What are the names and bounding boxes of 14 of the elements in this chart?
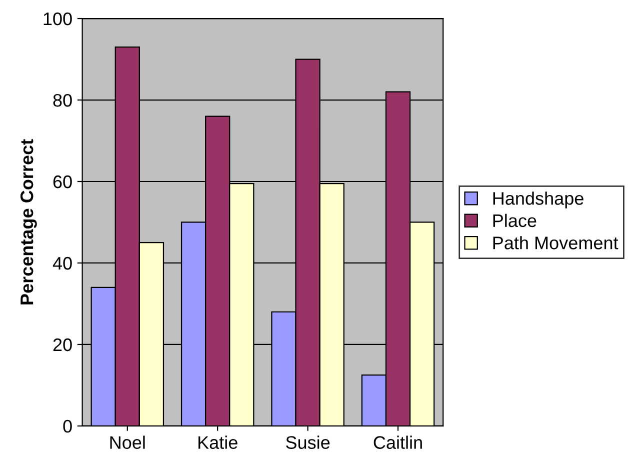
legend-label: Handshape — [493, 192, 584, 208]
x-tick-label: Noel — [110, 436, 145, 449]
x-tick-label: Caitlin — [374, 436, 422, 449]
y-tick-label: 60 — [53, 175, 72, 188]
y-tick-label: 40 — [52, 256, 72, 270]
x-tick-label: Susie — [286, 436, 330, 449]
y-axis-title: Percentage Correct — [20, 139, 37, 304]
y-tick-label: 80 — [53, 94, 72, 107]
y-tick-label: 20 — [53, 338, 72, 352]
legend-label: Path Movement — [493, 236, 618, 250]
y-tick-label: 0 — [63, 420, 72, 433]
x-tick-label: Katie — [198, 436, 238, 449]
y-tick-label: 100 — [44, 12, 72, 26]
legend-label: Place — [493, 214, 536, 228]
